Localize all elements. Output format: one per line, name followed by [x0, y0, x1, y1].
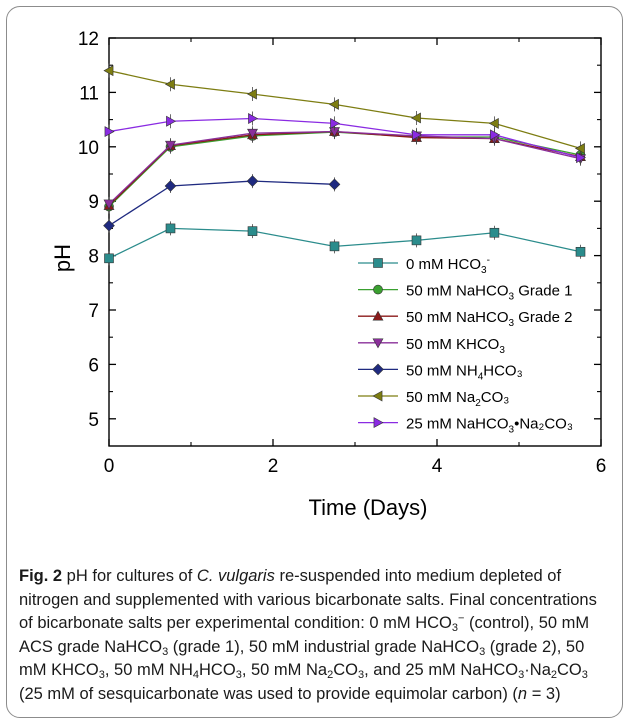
data-point	[574, 142, 585, 154]
y-tick-label: 12	[78, 29, 99, 50]
data-point	[247, 128, 258, 139]
series-4	[103, 174, 341, 233]
legend-swatch-marker	[373, 258, 383, 268]
data-point	[488, 117, 499, 129]
legend-swatch-marker	[373, 284, 383, 295]
plot-area-border	[108, 37, 602, 447]
data-point	[328, 178, 341, 191]
data-point	[166, 115, 177, 127]
y-tick-label: 11	[79, 83, 99, 104]
data-point	[489, 227, 500, 238]
chart-legend: 0 mM HCO3- 50 mM NaHCO3 Grade 1 50 mM NaHC…	[358, 255, 573, 436]
series-line	[108, 117, 581, 159]
legend-label: 25 mM NaHCO3•Na₂CO₃	[406, 416, 573, 436]
legend-label: 50 mM KHCO3	[406, 336, 505, 356]
legend-item: 50 mM Na2CO₃	[358, 389, 509, 409]
legend-label: 50 mM Na2CO₃	[406, 389, 509, 409]
x-tick-label: 6	[596, 456, 607, 477]
x-tick-label: 2	[268, 456, 279, 477]
data-point	[328, 98, 339, 110]
data-point	[104, 126, 115, 138]
legend-item: 50 mM NH4HCO₃	[358, 362, 523, 382]
legend-item: 50 mM KHCO3	[358, 336, 505, 356]
x-tick-label: 0	[104, 456, 115, 477]
data-point	[104, 253, 114, 264]
series-6	[104, 111, 587, 165]
series-1	[104, 125, 586, 214]
data-point	[490, 129, 500, 141]
legend-item: 0 mM HCO3-	[358, 255, 490, 276]
data-point	[103, 199, 115, 210]
y-tick-label: 6	[88, 355, 99, 376]
legend-label: 50 mM NaHCO3 Grade 1	[406, 283, 572, 303]
chart-axes: 0 2 4 6 5 6 7 8 9 10 11 12	[78, 29, 606, 477]
data-point	[410, 112, 421, 124]
legend-item: 50 mM NaHCO3 Grade 2	[358, 309, 572, 329]
ph-line-chart: 0 2 4 6 5 6 7 8 9 10 11 12 0 mM HCO3- 50 mM NaHCO3 G…	[50, 29, 606, 520]
y-tick-label: 10	[78, 138, 99, 159]
y-tick-label: 9	[88, 192, 99, 213]
data-point	[412, 129, 423, 141]
organism-name: C. vulgaris	[196, 567, 275, 585]
legend-swatch-marker	[372, 310, 384, 321]
data-point	[164, 180, 177, 192]
data-point	[576, 152, 587, 164]
data-point	[330, 117, 341, 129]
legend-swatch-marker	[373, 417, 384, 429]
legend-label: 50 mM NaHCO3 Grade 2	[406, 309, 572, 329]
data-point	[248, 113, 259, 124]
y-tick-label: 8	[88, 247, 99, 268]
data-point	[411, 235, 422, 246]
series-2	[103, 124, 586, 213]
figure-caption: Fig. 2 pH for cultures of C. vulgaris re…	[19, 567, 597, 703]
legend-swatch-marker	[372, 390, 383, 402]
series-line	[108, 130, 581, 205]
series-line	[108, 70, 581, 150]
x-tick-label: 4	[432, 456, 443, 477]
data-point	[246, 175, 259, 187]
y-tick-label: 7	[88, 301, 99, 322]
data-point	[103, 219, 115, 232]
series-line	[108, 180, 335, 227]
series-3	[103, 124, 586, 211]
data-point	[165, 223, 176, 234]
data-point	[575, 246, 586, 257]
data-point	[246, 88, 257, 100]
legend-item: 50 mM NaHCO3 Grade 1	[358, 283, 572, 303]
legend-item: 25 mM NaHCO3•Na₂CO₃	[358, 416, 573, 436]
legend-label: 50 mM NH4HCO₃	[406, 362, 523, 382]
series-5	[103, 63, 585, 156]
data-point	[165, 140, 176, 151]
chart-series	[103, 63, 587, 266]
y-tick-label: 5	[88, 410, 99, 431]
data-point	[103, 65, 114, 77]
series-0	[104, 221, 586, 266]
data-point	[247, 226, 258, 236]
data-point	[329, 241, 340, 252]
legend-swatch-marker	[372, 338, 384, 349]
y-axis-label: pH	[50, 244, 75, 272]
figure-label: Fig. 2	[19, 567, 63, 585]
x-axis-label: Time (Days)	[309, 495, 428, 520]
legend-swatch-marker	[372, 363, 384, 376]
series-line	[108, 227, 581, 259]
legend-label: 0 mM HCO3-	[406, 255, 490, 276]
data-point	[164, 78, 175, 90]
